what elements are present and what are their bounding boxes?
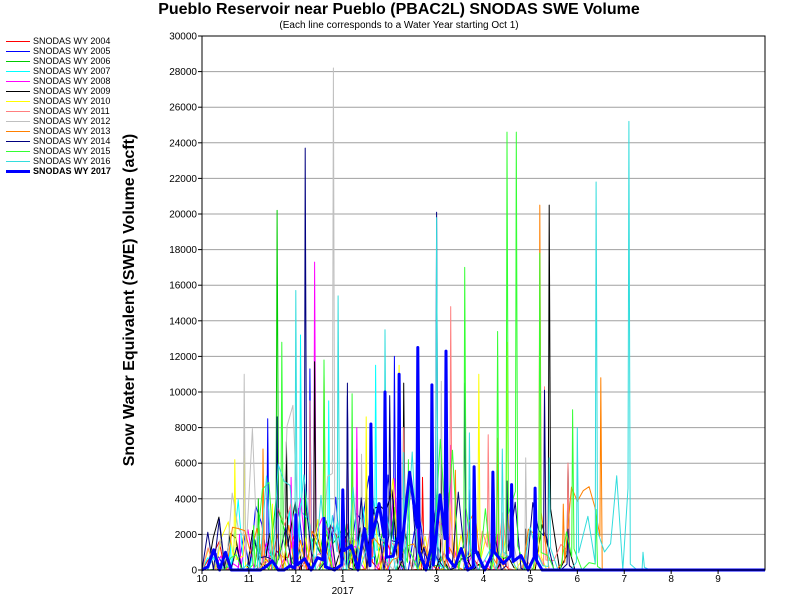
legend-item: SNODAS WY 2007 <box>6 66 111 76</box>
legend-item: SNODAS WY 2016 <box>6 156 111 166</box>
legend-swatch <box>6 40 30 42</box>
x-tick-label: 5 <box>528 574 534 585</box>
y-tick-label: 12000 <box>169 352 197 363</box>
y-tick-label: 8000 <box>175 423 198 434</box>
series-line-snodas-wy-2013 <box>202 204 765 571</box>
y-tick-label: 18000 <box>169 245 197 256</box>
series-line-snodas-wy-2006 <box>202 209 765 571</box>
x-tick-label: 7 <box>621 574 627 585</box>
y-tick-label: 2000 <box>175 530 198 541</box>
x-tick-label: 1 <box>340 574 346 585</box>
legend-swatch <box>6 150 30 152</box>
legend-label: SNODAS WY 2004 <box>33 36 111 46</box>
legend-label: SNODAS WY 2009 <box>33 86 111 96</box>
legend-swatch <box>6 140 30 142</box>
series-line-snodas-wy-2015 <box>202 131 765 571</box>
legend-swatch <box>6 130 30 132</box>
legend-swatch <box>6 100 30 102</box>
y-tick-label: 0 <box>191 566 197 577</box>
y-tick-label: 10000 <box>169 388 197 399</box>
x-tick-label: 10 <box>196 574 208 585</box>
legend-item: SNODAS WY 2015 <box>6 146 111 156</box>
legend-label: SNODAS WY 2011 <box>33 106 110 116</box>
y-tick-label: 22000 <box>169 174 197 185</box>
x-tick-label: 11 <box>244 574 255 585</box>
legend-label: SNODAS WY 2006 <box>33 56 111 66</box>
series-line-snodas-wy-2016 <box>202 120 765 571</box>
y-tick-label: 20000 <box>169 210 197 221</box>
y-tick-label: 4000 <box>175 494 198 505</box>
legend-label: SNODAS WY 2010 <box>33 96 111 106</box>
chart-subtitle: (Each line corresponds to a Water Year s… <box>279 20 519 31</box>
x-tick-label: 2 <box>387 574 393 585</box>
y-tick-label: 28000 <box>169 67 197 78</box>
x-tick-label: 6 <box>575 574 581 585</box>
y-tick-label: 24000 <box>169 138 197 149</box>
legend-label: SNODAS WY 2017 <box>33 166 111 176</box>
legend-item: SNODAS WY 2012 <box>6 116 111 126</box>
legend-item: SNODAS WY 2013 <box>6 126 111 136</box>
legend-item: SNODAS WY 2006 <box>6 56 111 66</box>
legend-item: SNODAS WY 2005 <box>6 46 111 56</box>
series-line-snodas-wy-2017 <box>201 346 765 572</box>
legend-swatch <box>6 50 30 52</box>
legend-swatch <box>6 90 30 92</box>
legend-swatch <box>6 70 30 72</box>
legend-swatch <box>6 120 30 122</box>
x-tick-label: 9 <box>715 574 721 585</box>
legend-swatch <box>6 169 30 173</box>
y-tick-label: 6000 <box>175 459 198 470</box>
legend-item: SNODAS WY 2011 <box>6 106 111 116</box>
x-tick-label: 12 <box>290 574 302 585</box>
legend-item: SNODAS WY 2017 <box>6 166 111 176</box>
legend-label: SNODAS WY 2015 <box>33 146 111 156</box>
y-tick-label: 26000 <box>169 103 197 114</box>
legend-item: SNODAS WY 2010 <box>6 96 111 106</box>
x-tick-label: 8 <box>668 574 674 585</box>
legend-item: SNODAS WY 2008 <box>6 76 111 86</box>
legend-swatch <box>6 160 30 162</box>
legend-item: SNODAS WY 2014 <box>6 136 111 146</box>
x-tick-label: 4 <box>481 574 487 585</box>
series-line-snodas-wy-2014 <box>201 147 765 571</box>
legend-item: SNODAS WY 2009 <box>6 86 111 96</box>
legend-label: SNODAS WY 2005 <box>33 46 111 56</box>
legend-label: SNODAS WY 2014 <box>33 136 111 146</box>
chart-legend: SNODAS WY 2004 SNODAS WY 2005 SNODAS WY 20… <box>6 36 111 176</box>
legend-item: SNODAS WY 2004 <box>6 36 111 46</box>
series-line-snodas-wy-2009 <box>202 204 765 571</box>
y-tick-label: 16000 <box>169 281 197 292</box>
chart-title: Pueblo Reservoir near Pueblo (PBAC2L) SN… <box>158 1 640 18</box>
legend-label: SNODAS WY 2013 <box>33 126 111 136</box>
legend-label: SNODAS WY 2016 <box>33 156 111 166</box>
legend-label: SNODAS WY 2008 <box>33 76 111 86</box>
y-tick-label: 14000 <box>169 316 197 327</box>
x-tick-label: 3 <box>434 574 440 585</box>
y-tick-label: 30000 <box>169 32 197 43</box>
legend-swatch <box>6 110 30 112</box>
axis-layer: 0 2000 4000 6000 8000 10000 12000 14000 16000 180… <box>169 32 721 598</box>
legend-label: SNODAS WY 2012 <box>33 116 111 126</box>
legend-label: SNODAS WY 2007 <box>33 66 111 76</box>
legend-swatch <box>6 80 30 82</box>
legend-swatch <box>6 60 30 62</box>
x-year-label: 2017 <box>332 586 355 597</box>
